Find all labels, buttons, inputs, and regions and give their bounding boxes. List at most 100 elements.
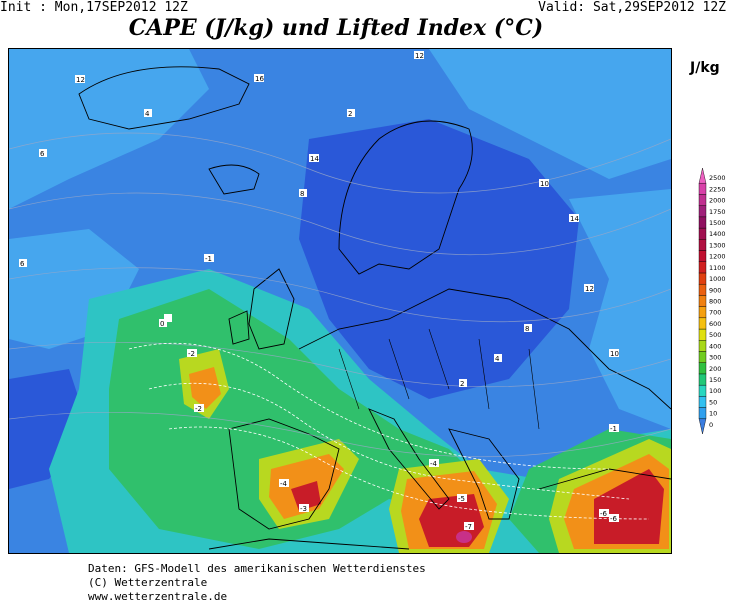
map-label: 6 bbox=[19, 259, 27, 268]
colorbar-tick-label: 1400 bbox=[709, 230, 726, 238]
map-label: 12 bbox=[75, 75, 85, 84]
colorbar-swatch bbox=[698, 362, 707, 375]
map-label: 4 bbox=[144, 109, 152, 118]
cape-area-light-nw bbox=[9, 49, 209, 209]
lifted-index-lines bbox=[128, 342, 650, 520]
svg-text:-1: -1 bbox=[205, 255, 212, 263]
coast-italy bbox=[368, 408, 450, 510]
colorbar-tick-label: 1000 bbox=[709, 275, 726, 283]
svg-text:-4: -4 bbox=[430, 460, 438, 468]
svg-text:-4: -4 bbox=[280, 480, 288, 488]
map-label: 2 bbox=[347, 109, 355, 118]
cape-core-magenta-med bbox=[456, 531, 472, 543]
coast-iberia bbox=[228, 418, 340, 530]
cape-area-light-east bbox=[569, 189, 671, 429]
colorbar-tick-label: 1750 bbox=[709, 208, 726, 216]
colorbar-tick-label: 2250 bbox=[709, 185, 726, 193]
colorbar-tick-label: 10 bbox=[709, 410, 717, 418]
colorbar-tick-label: 1100 bbox=[709, 264, 726, 272]
colorbar-swatch bbox=[698, 183, 707, 195]
svg-text:-3: -3 bbox=[300, 505, 307, 513]
coast-britain bbox=[248, 268, 295, 350]
svg-text:-2: -2 bbox=[195, 405, 202, 413]
map-label: -4 bbox=[429, 459, 439, 468]
coast-greenland bbox=[78, 66, 250, 130]
cape-core-red-iberia bbox=[291, 481, 321, 511]
map-label: 2 bbox=[459, 379, 467, 388]
svg-text:4: 4 bbox=[495, 355, 500, 363]
cape-map-svg: 12 6 4 2 0 -1 -2 -3 -4 -5 -6 -7 8 10 14 … bbox=[9, 49, 671, 553]
colorbar-swatch bbox=[698, 205, 707, 218]
svg-text:-6: -6 bbox=[600, 510, 608, 518]
svg-text:4: 4 bbox=[145, 110, 150, 118]
colorbar-swatch bbox=[698, 250, 707, 262]
svg-text:10: 10 bbox=[540, 180, 549, 188]
coast-ireland bbox=[228, 310, 250, 345]
colorbar-swatch bbox=[698, 351, 707, 363]
colorbar-tick-label: 2000 bbox=[709, 197, 726, 205]
svg-text:10: 10 bbox=[610, 350, 619, 358]
svg-text:8: 8 bbox=[525, 325, 529, 333]
colorbar-tick-label: 2500 bbox=[709, 174, 726, 182]
colorbar-swatch bbox=[698, 216, 707, 229]
svg-text:6: 6 bbox=[40, 150, 45, 158]
colorbar: 0 10 50 100 150 200 300 400 500 600 700 800 900 1000 1… bbox=[698, 168, 726, 435]
colorbar-swatch bbox=[698, 373, 707, 386]
colorbar-tick-label: 1500 bbox=[709, 219, 726, 227]
map-label: -6 bbox=[599, 509, 609, 518]
svg-text:-6: -6 bbox=[610, 515, 618, 523]
footer-url[interactable]: www.wetterzentrale.de bbox=[88, 590, 228, 603]
map-label: 6 bbox=[39, 149, 47, 158]
country-borders bbox=[338, 328, 540, 430]
map-label: 12 bbox=[414, 51, 424, 60]
cape-core-red-turkey bbox=[594, 469, 664, 544]
map-label: -7 bbox=[464, 522, 474, 531]
map-label: -4 bbox=[279, 479, 289, 488]
weather-map[interactable]: 12 6 4 2 0 -1 -2 -3 -4 -5 -6 -7 8 10 14 … bbox=[8, 48, 672, 554]
colorbar-swatch bbox=[698, 261, 707, 274]
footer-copyright: (C) Wetterzentrale bbox=[88, 576, 208, 589]
colorbar-tick-label: 150 bbox=[709, 376, 721, 384]
coast-north-africa bbox=[208, 538, 410, 550]
footer-source: Daten: GFS-Modell des amerikanischen Wet… bbox=[88, 562, 426, 575]
map-label: -1 bbox=[204, 254, 214, 263]
map-label: 14 bbox=[569, 214, 579, 223]
colorbar-swatch bbox=[698, 328, 707, 341]
map-label-text: 12 bbox=[76, 76, 85, 84]
svg-text:16: 16 bbox=[255, 75, 264, 83]
cape-core-red-med bbox=[419, 494, 484, 547]
map-label: -6 bbox=[609, 514, 619, 523]
colorbar-tick-label: 400 bbox=[709, 342, 721, 350]
map-label bbox=[164, 314, 172, 322]
map-label: -3 bbox=[299, 504, 309, 513]
colorbar-swatch bbox=[698, 418, 707, 435]
map-label: -5 bbox=[457, 494, 467, 503]
colorbar-swatch bbox=[698, 168, 707, 184]
map-label: 8 bbox=[299, 189, 307, 198]
svg-text:-7: -7 bbox=[465, 523, 472, 531]
init-time: Init : Mon,17SEP2012 12Z bbox=[0, 0, 188, 15]
colorbar-tick-label: 1300 bbox=[709, 241, 726, 249]
cape-area-orange-biscay bbox=[189, 367, 221, 409]
map-label: -2 bbox=[194, 404, 204, 413]
map-label: 4 bbox=[494, 354, 502, 363]
colorbar-swatch bbox=[698, 295, 707, 307]
colorbar-tick-label: 200 bbox=[709, 365, 721, 373]
colorbar-tick-label: 700 bbox=[709, 309, 721, 317]
colorbar-swatch bbox=[698, 317, 707, 330]
colorbar-swatch bbox=[698, 306, 707, 319]
coast-iceland bbox=[208, 164, 260, 195]
svg-text:6: 6 bbox=[20, 260, 25, 268]
map-label: 10 bbox=[609, 349, 619, 358]
cape-area-low-west bbox=[9, 369, 89, 489]
colorbar-tick-label: 50 bbox=[709, 398, 717, 406]
map-title: CAPE (J/kg) und Lifted Index (°C) bbox=[128, 15, 544, 41]
map-label: 8 bbox=[524, 324, 532, 333]
cape-area-low-continent bbox=[299, 119, 579, 399]
colorbar-tick-label: 600 bbox=[709, 320, 721, 328]
colorbar-swatch bbox=[698, 283, 707, 296]
value-labels: 12 6 4 2 0 -1 -2 -3 -4 -5 -6 -7 8 10 14 … bbox=[19, 51, 619, 531]
colorbar-swatch bbox=[698, 396, 707, 408]
coast-balkans bbox=[448, 428, 520, 520]
colorbar-swatch bbox=[698, 340, 707, 352]
